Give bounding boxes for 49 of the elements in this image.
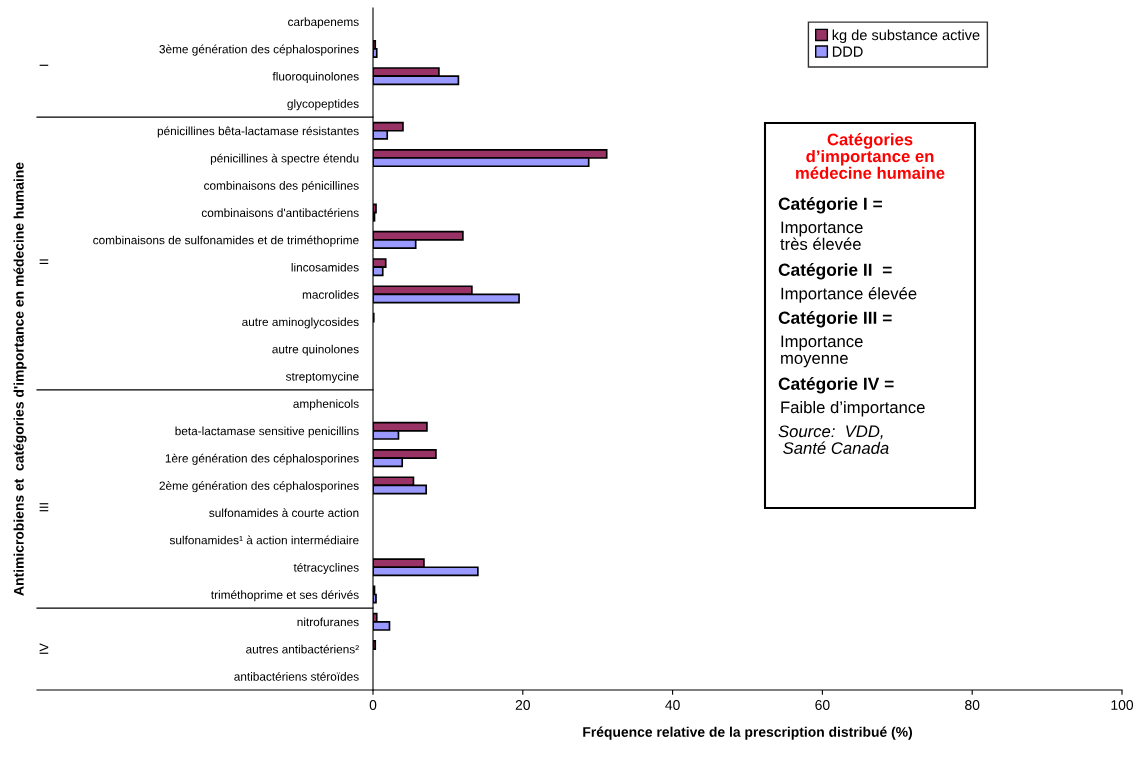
legend-label: DDD [832, 46, 863, 57]
x-tick-label: 60 [815, 700, 830, 710]
text: III [39, 503, 49, 512]
y-tick-label: fluoroquinolones [272, 71, 359, 83]
annotation: Catégorie II = [778, 263, 892, 280]
annotation: Catégorie IV = [778, 377, 894, 394]
annotation: Faible d’importance [781, 401, 925, 417]
y-tick-label: glycopeptides [287, 99, 359, 111]
y-tick-label: beta-lactamase sensitive penicillins [175, 426, 359, 438]
y-tick-label: autres antibactériens² [246, 644, 359, 654]
y-tick-label: combinaisons de sulfonamides et de triméthoprime [93, 235, 359, 247]
x-axis-title: Fréquence relative de la prescription distribué (%) [583, 726, 912, 740]
x-tick-label: 0 [369, 700, 377, 710]
y-tick-label: pénicillines à spectre étendu [210, 153, 359, 165]
text: IV [39, 643, 49, 654]
y-tick-label: 3ème génération des céphalosporines [159, 44, 359, 56]
y-tick-label: nitrofuranes [297, 617, 359, 627]
y-axis-title: Antimicrobiens et catégories d'importance en médecine humaine [13, 162, 27, 596]
y-tick-label: antibactériens stéroïdes [234, 671, 359, 681]
annotation: Catégorie I = [778, 197, 882, 214]
x-tick-label: 40 [665, 700, 680, 710]
y-tick-label: sulfonamides¹ à action intermédiaire [169, 535, 359, 545]
y-tick-label: lincosamides [291, 262, 359, 272]
y-tick-label: triméthoprime et ses dérivés [211, 590, 359, 602]
annotation: Catégories d’importance en médecine humaine [796, 133, 945, 179]
annotation: Importance très élevée [780, 221, 863, 250]
annotation: Source: VDD, Santé Canada [778, 425, 889, 454]
y-tick-label: carbapenems [288, 17, 359, 29]
legend-label: kg de substance active [832, 29, 980, 44]
y-tick-label: 2ème génération des céphalosporines [159, 481, 359, 493]
y-tick-label: macrolides [302, 290, 359, 299]
annotation: Importance moyenne [781, 335, 863, 368]
y-tick-label: combinaisons des pénicillines [204, 180, 359, 193]
y-tick-label: autre quinolones [272, 344, 359, 356]
x-tick-label: 80 [965, 700, 980, 710]
y-tick-label: combinaisons d'antibactériens [201, 208, 359, 217]
y-tick-label: streptomycine [285, 372, 359, 384]
y-tick-label: pénicillines bêta-lactamase résistantes [157, 126, 359, 138]
annotation: Catégorie III = [778, 311, 892, 328]
text: I [39, 64, 49, 66]
text: II [39, 259, 49, 265]
x-tick-label: 20 [515, 700, 530, 710]
annotation: Importance élevée [781, 287, 917, 303]
y-tick-label: amphenicols [293, 399, 359, 411]
y-tick-label: autre aminoglycosides [242, 317, 359, 329]
y-tick-label: 1ère génération des céphalosporines [165, 453, 359, 465]
x-tick-label: 100 [1111, 700, 1134, 710]
y-tick-label: sulfonamides à courte action [209, 508, 359, 518]
y-tick-label: tétracyclines [293, 562, 359, 575]
